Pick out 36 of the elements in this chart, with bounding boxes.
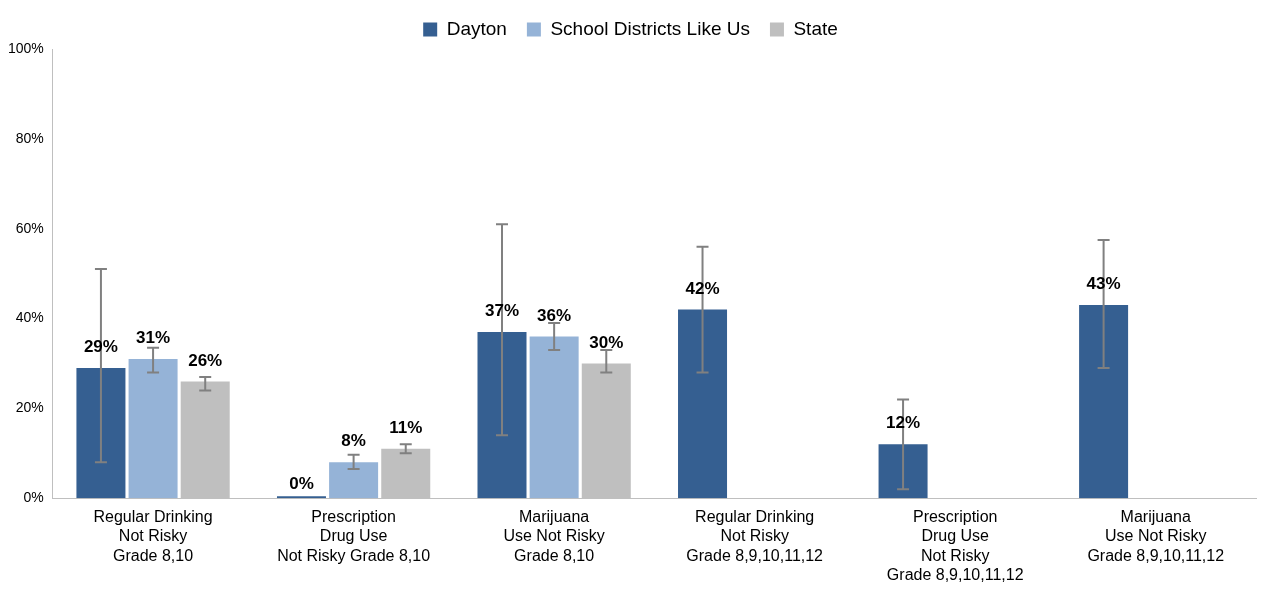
bar xyxy=(128,358,178,499)
data-label: 37% xyxy=(484,301,520,321)
data-label: 11% xyxy=(389,417,423,437)
x-tick-label: Regular Drinking Not Risky Grade 8,10 xyxy=(93,508,213,564)
y-tick-label: 80% xyxy=(15,129,44,146)
data-label: 12% xyxy=(886,413,921,433)
bar xyxy=(678,309,728,499)
bar xyxy=(329,462,379,499)
legend-label: State xyxy=(793,17,838,39)
data-label: 29% xyxy=(83,337,118,357)
data-label: 31% xyxy=(136,328,171,348)
x-tick-label: Marijuana Use Not Risky Grade 8,10 xyxy=(503,508,605,564)
bar xyxy=(1079,305,1129,499)
data-label: 36% xyxy=(537,305,572,325)
legend-label: School Districts Like Us xyxy=(550,17,750,39)
data-label: 26% xyxy=(188,350,223,370)
bar xyxy=(76,367,126,499)
data-label: 42% xyxy=(685,278,720,298)
data-label: 8% xyxy=(341,431,366,451)
bar xyxy=(529,336,579,499)
bar xyxy=(878,444,928,499)
y-tick-label: 20% xyxy=(15,399,44,416)
y-tick-label: 60% xyxy=(15,219,44,236)
data-label: 0% xyxy=(289,474,314,494)
x-tick-label: Marijuana Use Not Risky Grade 8,9,10,11,12 xyxy=(1087,508,1225,564)
x-tick-label: Prescription Drug Use Not Risky Grade 8,10 xyxy=(277,508,431,564)
data-label: 43% xyxy=(1086,274,1121,294)
y-tick-label: 100% xyxy=(7,39,44,56)
bar xyxy=(276,496,326,499)
x-tick-label: Regular Drinking Not Risky Grade 8,9,10,11,12 xyxy=(686,508,824,564)
bar xyxy=(477,332,527,499)
y-tick-label: 0% xyxy=(23,489,44,506)
y-tick-label: 40% xyxy=(15,309,44,326)
data-label: 30% xyxy=(589,332,624,352)
x-tick-label: Prescription Drug Use Not Risky Grade 8,9,10,11,12 xyxy=(886,508,1024,583)
legend-label: Dayton xyxy=(446,17,507,39)
